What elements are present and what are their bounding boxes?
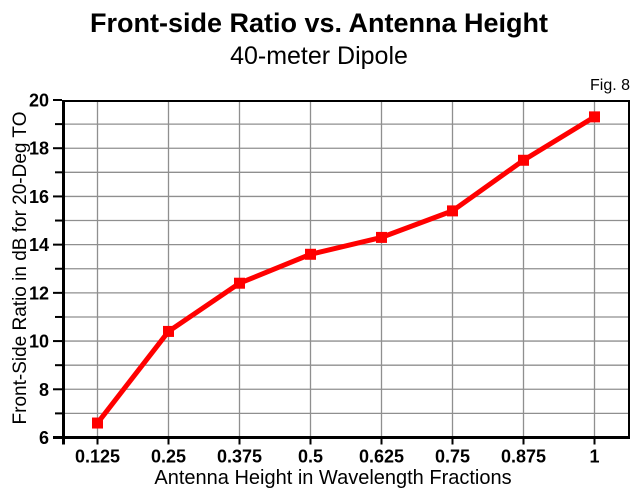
series-line bbox=[95, 114, 597, 426]
y-tick-label: 8 bbox=[39, 380, 49, 400]
data-point-marker bbox=[518, 154, 529, 166]
y-tick-label: 20 bbox=[29, 91, 49, 111]
x-tick-label: 0.5 bbox=[298, 447, 323, 467]
x-tick-label: 1 bbox=[589, 447, 599, 467]
chart-subtitle: 40-meter Dipole bbox=[230, 42, 408, 70]
y-tick-label: 6 bbox=[39, 428, 49, 448]
data-point-marker bbox=[589, 111, 600, 123]
chart-title: Front-side Ratio vs. Antenna Height bbox=[89, 8, 549, 38]
data-point-marker bbox=[234, 277, 245, 289]
figure-number-label: Fig. 8 bbox=[589, 77, 630, 94]
x-tick-label: 0.875 bbox=[501, 447, 546, 467]
data-point-marker bbox=[92, 417, 103, 429]
x-tick-label: 0.25 bbox=[151, 447, 186, 467]
y-tick-label: 10 bbox=[29, 332, 49, 352]
x-tick-label: 0.625 bbox=[359, 447, 404, 467]
data-point-marker bbox=[163, 325, 174, 337]
data-point-marker bbox=[305, 248, 316, 260]
x-tick-label: 0.75 bbox=[435, 447, 470, 467]
y-tick-label: 12 bbox=[29, 283, 49, 303]
x-tick-label: 0.125 bbox=[75, 447, 120, 467]
y-tick-label: 16 bbox=[29, 187, 49, 207]
x-tick-label: 0.375 bbox=[217, 447, 262, 467]
data-point-marker bbox=[376, 231, 387, 243]
data-point-marker bbox=[447, 205, 458, 217]
y-tick-label: 18 bbox=[29, 139, 49, 159]
y-tick-label: 14 bbox=[29, 235, 49, 255]
x-axis-title: Antenna Height in Wavelength Fractions bbox=[154, 467, 512, 489]
